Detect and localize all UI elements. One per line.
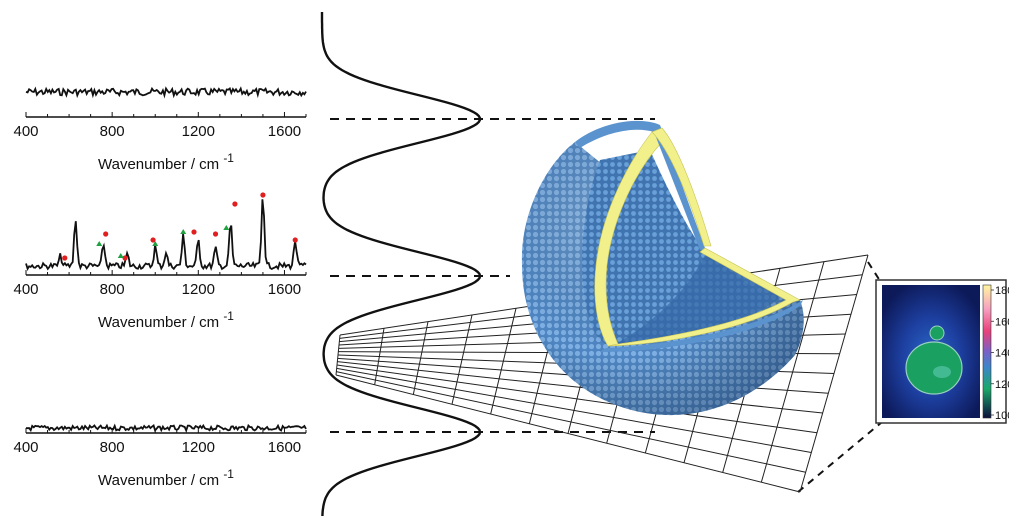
peak-marker-red xyxy=(292,237,298,243)
peak-marker-red xyxy=(150,237,156,243)
grid-line xyxy=(799,254,869,493)
peak-marker-red xyxy=(191,229,197,235)
x-axis-label: Wavenumber / cm -1 xyxy=(98,151,234,173)
peak-marker-red xyxy=(122,255,128,261)
peak-marker-green xyxy=(96,241,103,246)
peak-marker-green xyxy=(180,229,187,234)
spectrum-bottom: 400 800 1200 1600 Wavenumber / cm -1 xyxy=(13,423,307,489)
peak-marker-red xyxy=(212,231,219,237)
x-axis-label: Wavenumber / cm -1 xyxy=(98,467,234,489)
map-cell-nucleus xyxy=(929,325,945,341)
x-tick-label: 1200 xyxy=(182,123,215,140)
grid-line xyxy=(336,367,812,453)
x-axis-label-exponent: -1 xyxy=(223,151,234,165)
peak-marker-red xyxy=(62,255,68,261)
colorbar-tick-label: 160 xyxy=(995,316,1009,328)
colorbar-tick-label: 120 xyxy=(995,379,1009,391)
colorbar xyxy=(982,284,992,419)
map-cell-body xyxy=(905,341,963,395)
x-tick-label: 400 xyxy=(13,281,38,298)
peak-marker-red xyxy=(260,192,266,198)
dashed-line-map-top xyxy=(867,261,883,285)
colorbar-tick-label: 180 xyxy=(995,285,1009,297)
peak-marker-green xyxy=(117,253,124,258)
raman-spectrum-trace xyxy=(25,199,307,272)
shell-layer-horizontal xyxy=(607,247,801,347)
x-tick-label: 1600 xyxy=(268,439,301,456)
gaussian-curve xyxy=(320,12,482,517)
colorbar-labels: 180 160 140 120 100 xyxy=(991,285,1009,422)
inset-map: 180 160 140 120 100 xyxy=(875,279,1009,424)
peak-marker-red xyxy=(232,201,238,207)
shell-layer-rim-top xyxy=(575,120,705,251)
x-tick-label: 800 xyxy=(100,439,125,456)
peak-marker-red xyxy=(103,231,109,237)
x-tick-label: 400 xyxy=(13,439,38,456)
x-axis-label: Wavenumber / cm -1 xyxy=(98,309,234,331)
raman-spectrum-trace xyxy=(25,86,307,99)
x-tick-label: 1200 xyxy=(182,439,215,456)
colorbar-tick-label: 140 xyxy=(995,348,1009,360)
spectra-panels: 400 800 1200 1600 Wavenumber / cm -1 400 800 12… xyxy=(13,86,307,489)
grid-line xyxy=(760,261,825,483)
spectrum-top: 400 800 1200 1600 Wavenumber / cm -1 xyxy=(13,86,307,173)
x-tick-label: 800 xyxy=(100,123,125,140)
spectrum-middle: 400 800 1200 1600 Wavenumber / cm -1 xyxy=(13,192,307,331)
cutaway-sphere xyxy=(521,120,804,416)
raman-spectrum-trace xyxy=(25,423,307,434)
x-tick-label: 1600 xyxy=(268,123,301,140)
gaussian-profiles xyxy=(320,12,482,517)
grid-line xyxy=(335,374,801,493)
peak-marker-green xyxy=(152,241,159,246)
x-axis-label-exponent: -1 xyxy=(223,309,234,323)
x-axis-label-exponent: -1 xyxy=(223,467,234,481)
grid-line xyxy=(336,371,806,473)
x-tick-label: 800 xyxy=(100,281,125,298)
peak-marker-green xyxy=(223,225,230,230)
x-tick-label: 400 xyxy=(13,123,38,140)
sphere-inner-bowl xyxy=(612,255,780,346)
x-tick-label: 1200 xyxy=(182,281,215,298)
colorbar-tick-label: 100 xyxy=(995,410,1009,422)
x-tick-label: 1600 xyxy=(268,281,301,298)
dashed-connectors xyxy=(330,118,883,493)
dashed-line-map-bottom xyxy=(797,421,883,493)
